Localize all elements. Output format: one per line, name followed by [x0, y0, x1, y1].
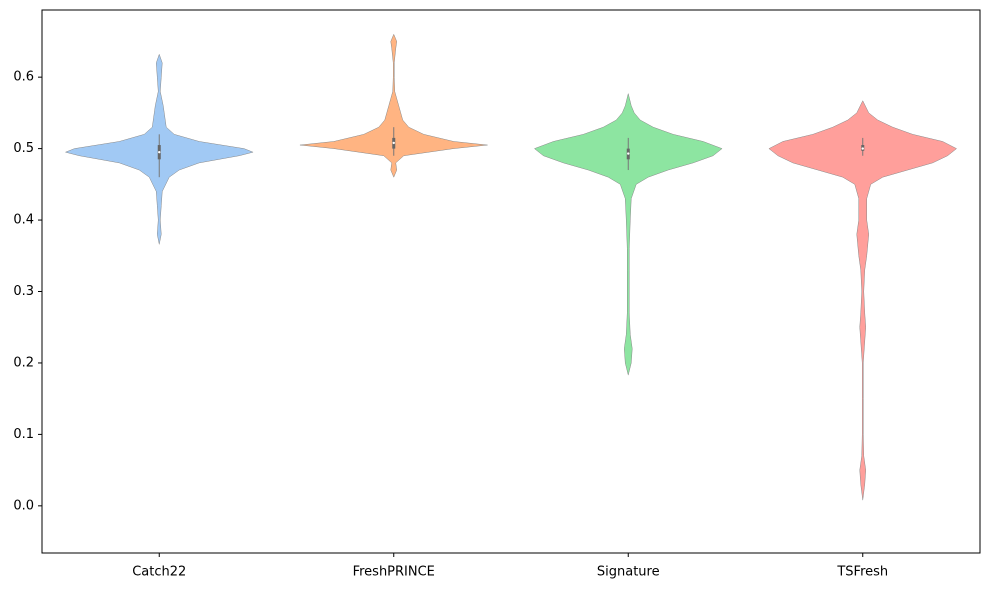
y-tick-label: 0.3 — [13, 284, 34, 299]
median — [627, 152, 630, 155]
median — [861, 147, 864, 150]
y-tick-label: 0.1 — [13, 427, 34, 442]
x-tick-label: FreshPRINCE — [353, 565, 435, 580]
y-tick-label: 0.4 — [13, 213, 34, 228]
median — [392, 141, 395, 145]
y-tick-label: 0.5 — [13, 141, 34, 156]
x-tick-label: Signature — [597, 565, 660, 580]
x-tick-label: Catch22 — [132, 565, 186, 580]
violin — [533, 93, 723, 376]
y-tick-label: 0.6 — [13, 70, 34, 85]
plot-frame — [41, 9, 981, 554]
x-tick-label: TSFresh — [836, 565, 888, 580]
y-tick-label: 0.2 — [13, 355, 34, 370]
violin — [768, 100, 958, 501]
y-tick-label: 0.0 — [13, 498, 34, 513]
violin — [299, 33, 488, 178]
median — [158, 150, 161, 154]
